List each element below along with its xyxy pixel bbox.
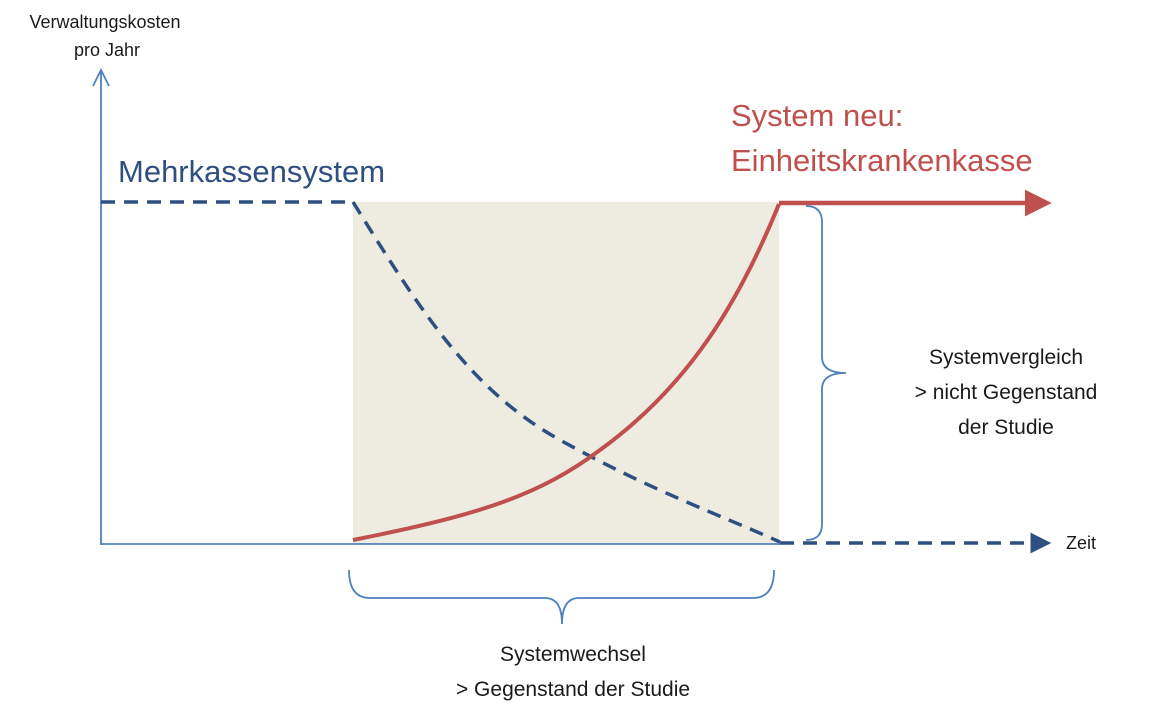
axes <box>92 67 780 545</box>
y-axis-label-line1: Verwaltungskosten <box>29 12 180 32</box>
transition-area <box>353 202 779 544</box>
comparison-annotation-line1: Systemvergleich <box>929 346 1083 369</box>
x-axis-label: Zeit <box>1066 533 1096 553</box>
comparison-brace <box>805 205 847 541</box>
new-system-label-line1: System neu: <box>731 98 903 133</box>
new-system-rise-curve <box>352 203 781 542</box>
y-axis-arrowhead <box>92 67 110 87</box>
old-system-label: Mehrkassensystem <box>118 154 385 189</box>
comparison-annotation-line3: der Studie <box>958 416 1054 439</box>
comparison-annotation-line2: > nicht Gegenstand <box>915 381 1098 404</box>
new-system-label-line2: Einheitskrankenkasse <box>731 143 1033 178</box>
change-annotation-line2: > Gegenstand der Studie <box>456 678 690 701</box>
change-annotation-line1: Systemwechsel <box>500 643 646 666</box>
change-brace <box>348 569 775 625</box>
y-axis-label-line2: pro Jahr <box>74 40 140 60</box>
old-system-decline-curve <box>351 201 781 544</box>
